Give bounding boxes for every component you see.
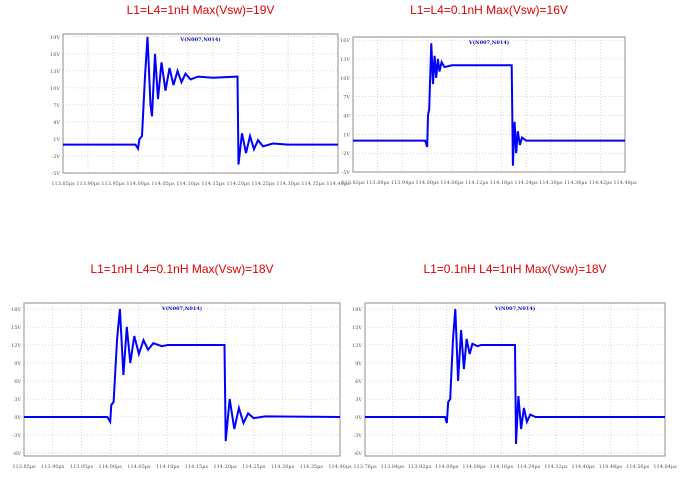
x-tick-label: 113.88µs <box>366 180 390 186</box>
x-tick-label: 114.35µs <box>300 464 324 470</box>
x-tick-label: 114.00µs <box>126 181 150 187</box>
x-tick-label: 114.32µs <box>544 464 568 470</box>
x-tick-label: 114.42µs <box>589 180 613 186</box>
x-tick-label: 114.00µs <box>416 180 440 186</box>
x-tick-label: 113.84µs <box>381 464 405 470</box>
waveform <box>63 36 338 165</box>
y-tick-label: 19V <box>50 35 60 41</box>
x-tick-label: 114.36µs <box>564 180 588 186</box>
y-tick-label: 13V <box>50 69 60 75</box>
y-tick-label: 15V <box>11 325 21 331</box>
y-tick-label: 1V <box>343 132 350 138</box>
y-tick-label: -2V <box>342 151 351 157</box>
x-tick-label: 114.30µs <box>276 181 300 187</box>
x-tick-label: 114.56µs <box>626 464 650 470</box>
chart-title: L1=L4=0.1nH Max(Vsw)=16V <box>410 3 568 17</box>
trace-label: V(N007,N014) <box>161 305 202 312</box>
y-tick-label: 10V <box>340 76 350 82</box>
trace-label: V(N007,N014) <box>468 39 509 46</box>
y-tick-label: 0V <box>14 415 21 421</box>
x-tick-label: 113.95µs <box>101 181 125 187</box>
x-tick-label: 114.40µs <box>572 464 596 470</box>
y-tick-label: 16V <box>340 38 350 44</box>
x-tick-label: 114.25µs <box>242 464 266 470</box>
x-tick-label: 114.30µs <box>271 464 295 470</box>
y-tick-label: 15V <box>352 325 362 331</box>
x-tick-label: 114.00µs <box>435 464 459 470</box>
y-tick-label: 18V <box>11 307 21 313</box>
y-tick-label: -6V <box>13 451 22 457</box>
x-tick-label: 114.00µs <box>99 464 123 470</box>
y-tick-label: 7V <box>343 95 350 101</box>
chart-title: L1=1nH L4=0.1nH Max(Vsw)=18V <box>90 262 273 276</box>
x-tick-label: 114.25µs <box>251 181 275 187</box>
x-tick-label: 113.90µs <box>41 464 65 470</box>
x-tick-label: 114.40µs <box>326 181 350 187</box>
x-tick-label: 113.85µs <box>51 181 75 187</box>
waveform <box>353 43 625 166</box>
y-tick-label: -2V <box>52 154 61 160</box>
chart-title: L1=L4=1nH Max(Vsw)=19V <box>127 3 275 17</box>
x-tick-label: 114.35µs <box>301 181 325 187</box>
x-tick-label: 114.05µs <box>151 181 175 187</box>
x-tick-label: 113.76µs <box>353 464 377 470</box>
plot-area <box>62 33 339 174</box>
x-tick-label: 114.20µs <box>213 464 237 470</box>
x-tick-label: 114.10µs <box>176 181 200 187</box>
x-tick-label: 114.15µs <box>185 464 209 470</box>
y-tick-label: 1V <box>53 137 60 143</box>
y-tick-label: -5V <box>342 170 351 176</box>
y-tick-label: 4V <box>53 120 60 126</box>
x-tick-label: 113.94µs <box>391 180 415 186</box>
y-tick-label: 7V <box>53 103 60 109</box>
y-tick-label: 3V <box>355 397 362 403</box>
x-tick-label: 113.82µs <box>341 180 365 186</box>
x-tick-label: 114.10µs <box>156 464 180 470</box>
waveform <box>24 308 341 442</box>
x-tick-label: 114.48µs <box>613 180 637 186</box>
y-tick-label: 10V <box>50 86 60 92</box>
x-tick-label: 114.06µs <box>440 180 464 186</box>
trace-label: V(N007,N014) <box>494 305 535 312</box>
y-tick-label: 9V <box>14 361 21 367</box>
x-tick-label: 114.24µs <box>514 180 538 186</box>
x-tick-label: 114.05µs <box>127 464 151 470</box>
trace-label: V(N007,N014) <box>179 36 220 43</box>
plot-area <box>352 36 626 173</box>
y-tick-label: -3V <box>354 433 363 439</box>
chart-title: L1=0.1nH L4=1nH Max(Vsw)=18V <box>423 262 606 276</box>
x-tick-label: 114.15µs <box>201 181 225 187</box>
y-tick-label: 3V <box>14 397 21 403</box>
y-tick-label: -3V <box>13 433 22 439</box>
y-tick-label: 0V <box>355 415 362 421</box>
x-tick-label: 114.48µs <box>599 464 623 470</box>
x-tick-label: 114.24µs <box>517 464 541 470</box>
x-tick-label: 114.64µs <box>653 464 677 470</box>
x-tick-label: 113.92µs <box>408 464 432 470</box>
x-tick-label: 114.30µs <box>539 180 563 186</box>
waveform <box>365 308 665 445</box>
x-tick-label: 114.16µs <box>490 464 514 470</box>
y-tick-label: 6V <box>14 379 21 385</box>
y-tick-label: 13V <box>340 57 350 63</box>
y-tick-label: -5V <box>52 171 61 177</box>
x-tick-label: 114.12µs <box>465 180 489 186</box>
y-tick-label: -6V <box>354 451 363 457</box>
x-tick-label: 113.85µs <box>12 464 36 470</box>
y-tick-label: 4V <box>343 113 350 119</box>
y-tick-label: 6V <box>355 379 362 385</box>
x-tick-label: 114.40µs <box>328 464 352 470</box>
y-tick-label: 18V <box>352 307 362 313</box>
x-tick-label: 114.08µs <box>462 464 486 470</box>
y-tick-label: 12V <box>352 343 362 349</box>
y-tick-label: 16V <box>50 52 60 58</box>
y-tick-label: 12V <box>11 343 21 349</box>
y-tick-label: 9V <box>355 361 362 367</box>
plot-area <box>23 302 341 457</box>
x-tick-label: 113.95µs <box>70 464 94 470</box>
x-tick-label: 114.18µs <box>490 180 514 186</box>
x-tick-label: 114.20µs <box>226 181 250 187</box>
x-tick-label: 113.90µs <box>76 181 100 187</box>
